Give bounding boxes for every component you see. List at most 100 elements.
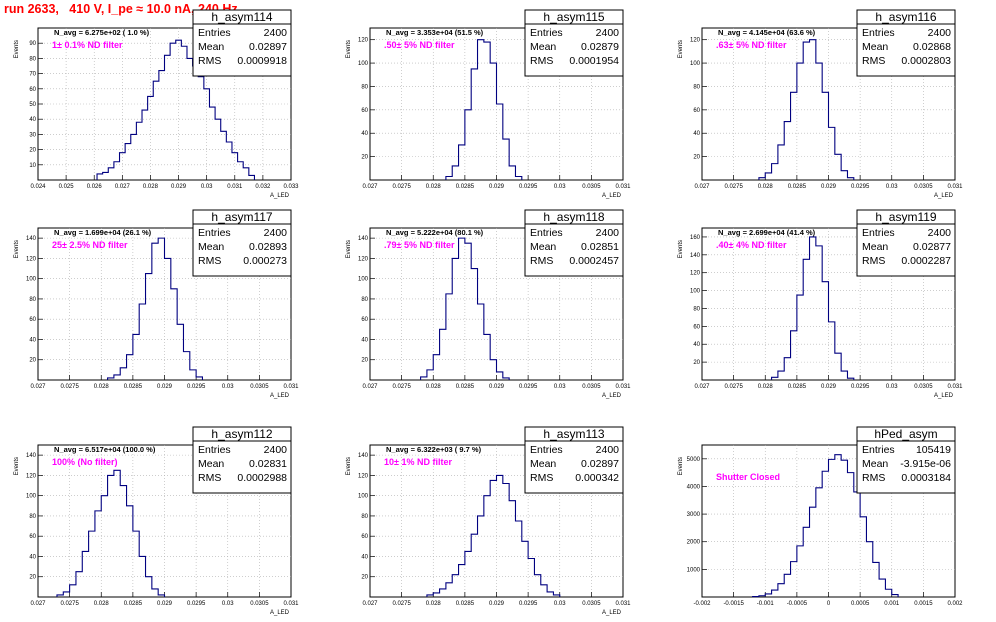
x-tick-label: 0.03 bbox=[222, 601, 234, 607]
stat-value: 0.02879 bbox=[581, 41, 619, 53]
navg-label: N_avg = 4.145e+04 (63.6 %) bbox=[718, 28, 816, 37]
y-axis-label: Events bbox=[14, 240, 20, 258]
x-tick-label: 0.029 bbox=[489, 601, 505, 607]
x-tick-label: 0.0285 bbox=[124, 384, 143, 390]
y-tick-label: 20 bbox=[29, 575, 36, 581]
x-axis-label: A_LED bbox=[934, 193, 954, 199]
histogram-panel: 0.027 0.0275 0.028 0.0285 0.029 0.0295 0.03 0.0… bbox=[346, 9, 631, 199]
stat-value: 0.0002803 bbox=[901, 55, 951, 67]
y-tick-label: 120 bbox=[690, 271, 701, 277]
histogram-outline bbox=[445, 39, 523, 180]
x-tick-label: 0.0275 bbox=[392, 384, 411, 390]
stat-label: RMS bbox=[862, 472, 885, 484]
y-axis-label: Events bbox=[346, 40, 352, 58]
x-tick-label: 0.0275 bbox=[392, 601, 411, 607]
histogram-outline bbox=[752, 454, 899, 598]
x-tick-label: 0.029 bbox=[157, 384, 173, 390]
stat-value: 0.02897 bbox=[581, 458, 619, 470]
y-tick-label: 40 bbox=[361, 554, 368, 560]
stat-value: 0.000342 bbox=[575, 472, 619, 484]
y-tick-label: 80 bbox=[29, 297, 36, 303]
x-tick-label: 0.026 bbox=[87, 184, 103, 190]
histogram-name: h_asym114 bbox=[211, 10, 272, 24]
x-tick-label: 0.031 bbox=[615, 384, 631, 390]
stat-value: 0.0009918 bbox=[237, 55, 287, 67]
y-tick-label: 120 bbox=[26, 473, 37, 479]
x-tick-label: 0.001 bbox=[884, 601, 900, 607]
stat-value: 2400 bbox=[264, 444, 288, 456]
stat-label: Entries bbox=[530, 444, 563, 456]
histogram-name: h_asym113 bbox=[543, 427, 604, 441]
y-tick-label: 80 bbox=[361, 514, 368, 520]
x-tick-label: 0.03 bbox=[222, 384, 234, 390]
x-axis-label: A_LED bbox=[270, 393, 290, 399]
filter-label: .50± 5% ND filter bbox=[384, 40, 455, 50]
y-tick-label: 90 bbox=[29, 41, 36, 47]
y-tick-label: 140 bbox=[690, 253, 701, 259]
histogram-panel: 0.027 0.0275 0.028 0.0285 0.029 0.0295 0.03 0.0… bbox=[346, 426, 631, 616]
x-tick-label: 0.0005 bbox=[851, 601, 870, 607]
stat-value: 0.0001954 bbox=[569, 55, 619, 67]
filter-label: 10± 1% ND filter bbox=[384, 457, 452, 467]
x-tick-label: 0.032 bbox=[255, 184, 271, 190]
stat-value: 0.0002988 bbox=[237, 472, 287, 484]
x-axis-label: A_LED bbox=[934, 393, 954, 399]
x-tick-label: 0.029 bbox=[171, 184, 187, 190]
y-tick-label: 100 bbox=[358, 277, 369, 283]
y-tick-label: 40 bbox=[693, 131, 700, 137]
y-tick-label: 2000 bbox=[687, 540, 701, 546]
histogram-outline bbox=[107, 237, 203, 380]
y-tick-label: 40 bbox=[29, 337, 36, 343]
stats-box bbox=[192, 9, 292, 77]
x-axis-label: A_LED bbox=[602, 393, 622, 399]
histogram-outline bbox=[420, 237, 510, 380]
x-tick-label: 0.025 bbox=[59, 184, 75, 190]
stat-label: Entries bbox=[198, 227, 231, 239]
x-tick-label: 0.027 bbox=[362, 384, 378, 390]
x-tick-label: 0.028 bbox=[426, 601, 442, 607]
stat-label: Entries bbox=[862, 27, 895, 39]
stat-label: Mean bbox=[198, 241, 224, 253]
x-tick-label: 0.002 bbox=[947, 601, 963, 607]
y-tick-label: 80 bbox=[361, 84, 368, 90]
x-tick-label: 0.029 bbox=[821, 184, 837, 190]
stat-label: RMS bbox=[198, 255, 221, 267]
y-tick-label: 100 bbox=[26, 277, 37, 283]
stat-value: 0.0003184 bbox=[901, 472, 951, 484]
histogram-outline bbox=[771, 236, 855, 380]
x-tick-label: 0.0295 bbox=[851, 184, 870, 190]
y-tick-label: 120 bbox=[690, 38, 701, 44]
stat-value: 0.02893 bbox=[249, 241, 287, 253]
x-tick-label: -0.001 bbox=[757, 601, 775, 607]
x-tick-label: 0.0305 bbox=[582, 384, 601, 390]
stat-label: Entries bbox=[862, 444, 895, 456]
y-tick-label: 80 bbox=[693, 84, 700, 90]
x-tick-label: 0.0295 bbox=[519, 184, 538, 190]
x-tick-label: 0.0275 bbox=[60, 601, 79, 607]
navg-label: N_avg = 5.222e+04 (80.1 %) bbox=[386, 228, 484, 237]
x-tick-label: 0 bbox=[827, 601, 831, 607]
x-axis-label: A_LED bbox=[270, 610, 290, 616]
stat-label: RMS bbox=[198, 472, 221, 484]
histogram-panel: 0.027 0.0275 0.028 0.0285 0.029 0.0295 0.03 0.0… bbox=[14, 209, 299, 399]
stat-value: -3.915e-06 bbox=[900, 458, 951, 470]
navg-label: N_avg = 3.353e+04 (51.5 %) bbox=[386, 28, 484, 37]
navg-label: N_avg = 6.322e+03 ( 9.7 %) bbox=[386, 445, 482, 454]
stat-value: 0.02868 bbox=[913, 41, 951, 53]
y-tick-label: 140 bbox=[26, 453, 37, 459]
x-tick-label: 0.0285 bbox=[456, 184, 475, 190]
stats-box bbox=[524, 9, 624, 77]
histogram-panel: 0.027 0.0275 0.028 0.0285 0.029 0.0295 0.03 0.0… bbox=[14, 426, 299, 616]
navg-label: N_avg = 6.275e+02 ( 1.0 %) bbox=[54, 28, 150, 37]
x-tick-label: 0.029 bbox=[489, 384, 505, 390]
x-tick-label: 0.0275 bbox=[392, 184, 411, 190]
stat-label: Mean bbox=[198, 41, 224, 53]
x-tick-label: 0.029 bbox=[157, 601, 173, 607]
y-tick-label: 40 bbox=[693, 342, 700, 348]
x-tick-label: 0.031 bbox=[283, 601, 299, 607]
stat-label: RMS bbox=[530, 55, 553, 67]
x-tick-label: 0.028 bbox=[94, 601, 110, 607]
x-tick-label: 0.0285 bbox=[456, 601, 475, 607]
y-tick-label: 20 bbox=[693, 155, 700, 161]
x-axis-label: A_LED bbox=[602, 610, 622, 616]
